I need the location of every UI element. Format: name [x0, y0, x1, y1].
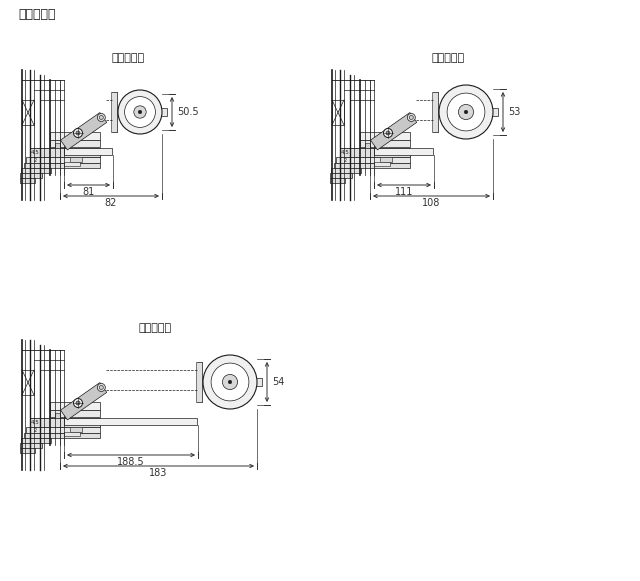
Bar: [26, 157, 100, 163]
Text: 82: 82: [105, 198, 117, 208]
Bar: [50, 140, 100, 147]
Bar: [340, 148, 410, 157]
Bar: [336, 157, 410, 163]
Text: 111: 111: [395, 187, 413, 197]
Polygon shape: [61, 113, 107, 150]
Circle shape: [464, 110, 468, 114]
Circle shape: [125, 96, 156, 127]
Text: 滑車（大）: 滑車（大）: [138, 323, 172, 333]
Bar: [21, 168, 51, 173]
Text: 4.5: 4.5: [31, 419, 40, 425]
Bar: [111, 92, 117, 132]
Circle shape: [223, 374, 237, 389]
Circle shape: [97, 383, 106, 392]
Circle shape: [97, 113, 106, 121]
Bar: [334, 163, 410, 168]
Bar: [374, 162, 390, 166]
Text: 4.5: 4.5: [31, 149, 40, 155]
Bar: [254, 378, 262, 386]
Bar: [196, 362, 202, 402]
Circle shape: [74, 128, 83, 138]
Bar: [380, 157, 392, 162]
Text: 50.5: 50.5: [177, 107, 198, 117]
Circle shape: [410, 116, 413, 120]
Bar: [64, 148, 112, 155]
Bar: [21, 438, 51, 443]
Bar: [360, 132, 410, 140]
Bar: [22, 370, 34, 395]
Bar: [490, 108, 498, 116]
Circle shape: [439, 85, 493, 139]
Text: 108: 108: [422, 198, 441, 208]
Circle shape: [458, 105, 474, 120]
Bar: [330, 178, 345, 183]
Bar: [365, 143, 370, 148]
Circle shape: [203, 355, 257, 409]
Circle shape: [134, 106, 146, 118]
Text: 53: 53: [508, 107, 520, 117]
Text: 188.5: 188.5: [117, 457, 145, 467]
Text: 滑車（小）: 滑車（小）: [111, 53, 145, 63]
Bar: [64, 432, 80, 436]
Bar: [24, 163, 100, 168]
Circle shape: [228, 380, 232, 384]
Circle shape: [118, 90, 162, 134]
Bar: [50, 132, 100, 140]
Bar: [55, 413, 60, 418]
Circle shape: [386, 131, 390, 135]
Bar: [331, 168, 361, 173]
Bar: [22, 100, 34, 125]
Text: 183: 183: [149, 468, 168, 478]
Circle shape: [138, 110, 142, 114]
Bar: [64, 162, 80, 166]
Bar: [20, 178, 35, 183]
Bar: [30, 148, 100, 157]
Bar: [360, 140, 410, 147]
Bar: [24, 433, 100, 438]
Circle shape: [447, 93, 485, 131]
Circle shape: [383, 128, 392, 138]
Bar: [70, 427, 82, 432]
Circle shape: [74, 399, 83, 407]
Bar: [64, 418, 197, 425]
Bar: [433, 92, 438, 132]
Polygon shape: [371, 113, 417, 150]
Circle shape: [76, 401, 80, 405]
Bar: [55, 143, 60, 148]
Bar: [330, 173, 352, 178]
Text: 滑車（中）: 滑車（中）: [431, 53, 465, 63]
Circle shape: [99, 116, 103, 120]
Bar: [197, 362, 202, 402]
Bar: [20, 448, 35, 453]
Text: 54: 54: [272, 377, 284, 387]
Bar: [159, 108, 167, 116]
Bar: [30, 418, 100, 427]
Text: 2: 2: [33, 428, 36, 432]
Circle shape: [407, 113, 415, 121]
Circle shape: [211, 363, 249, 401]
Polygon shape: [61, 382, 107, 420]
Bar: [26, 427, 100, 433]
Bar: [432, 92, 438, 132]
Bar: [374, 148, 433, 155]
Circle shape: [99, 385, 103, 389]
Bar: [50, 410, 100, 417]
Bar: [332, 100, 344, 125]
Bar: [50, 402, 100, 410]
Bar: [112, 92, 117, 132]
Bar: [20, 173, 42, 178]
Text: 2: 2: [33, 157, 36, 163]
Text: 滑車納まり: 滑車納まり: [18, 8, 56, 20]
Text: 2: 2: [344, 157, 347, 163]
Circle shape: [76, 131, 80, 135]
Text: 81: 81: [83, 187, 95, 197]
Bar: [20, 443, 42, 448]
Text: 4.5: 4.5: [340, 149, 349, 155]
Bar: [70, 157, 82, 162]
